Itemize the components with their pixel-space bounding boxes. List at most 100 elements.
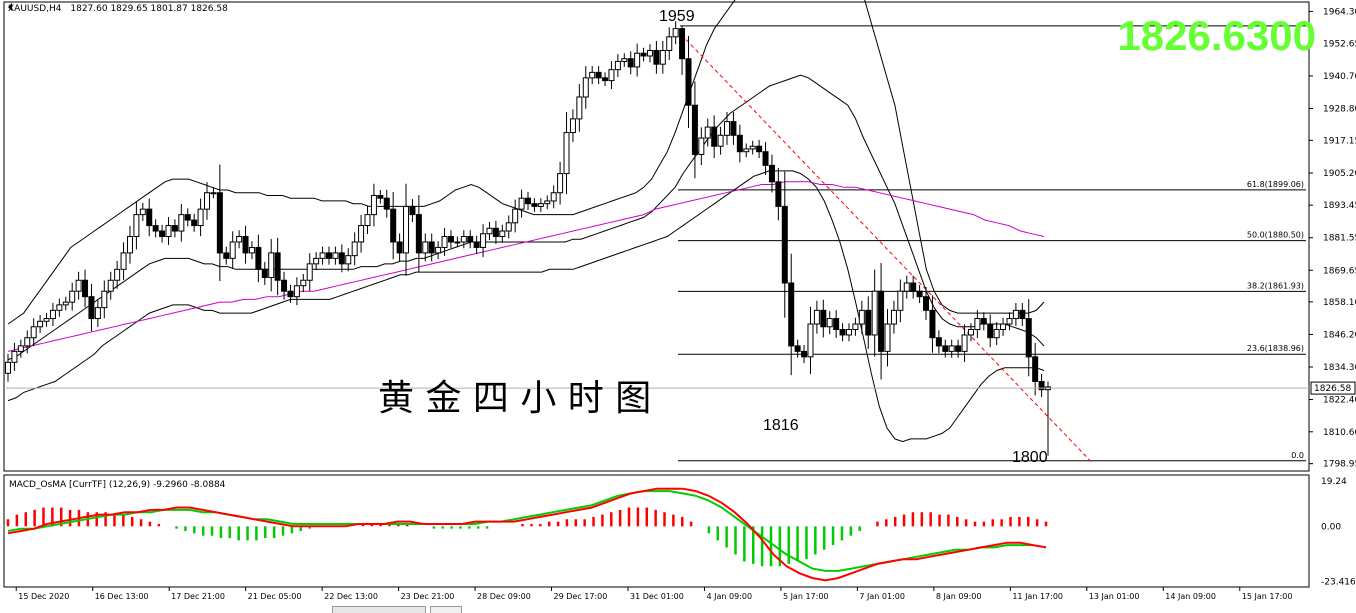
candle-body: [236, 236, 243, 243]
candle-body: [845, 329, 852, 336]
candle-body: [980, 318, 987, 325]
price-tick-label: 1810.60: [1323, 428, 1356, 438]
candle-body: [730, 121, 737, 136]
candle-body: [178, 214, 185, 232]
price-tick-label: 1822.40: [1323, 396, 1356, 406]
candle-body: [261, 268, 268, 279]
time-tick-label: 31 Dec 01:00: [630, 592, 684, 601]
candle-body: [319, 252, 326, 259]
candle-body: [120, 252, 127, 270]
candle-body: [948, 345, 955, 352]
candle-body: [139, 208, 146, 216]
candle-body: [634, 52, 641, 68]
time-tick-label: 13 Jan 01:00: [1089, 592, 1140, 601]
price-tick-label: 1893.45: [1323, 201, 1356, 211]
candle-body: [126, 236, 133, 254]
candle-body: [935, 337, 942, 347]
chart-symbol-label: XAUUSD,H4 1827.60 1829.65 1801.87 1826.5…: [8, 4, 228, 14]
candle-body: [993, 329, 1000, 339]
candle-body: [890, 309, 897, 325]
candle-body: [171, 225, 178, 232]
candle-body: [608, 69, 615, 82]
candle-body: [94, 307, 101, 320]
candle-body: [685, 58, 692, 106]
fib-label: 38.2(1861.93): [1247, 281, 1304, 290]
candle-body: [24, 337, 31, 347]
candle-body: [518, 197, 525, 210]
candle-body: [1025, 318, 1032, 358]
candle-body: [390, 208, 397, 243]
candle-body: [724, 121, 731, 136]
candle-body: [454, 241, 461, 244]
candle-body: [377, 194, 384, 199]
candle-body: [204, 192, 211, 210]
candle-body: [801, 350, 808, 358]
candle-body: [871, 290, 878, 336]
candle-body: [396, 241, 403, 254]
candle-body: [1006, 318, 1013, 325]
current-price-axis-label: 1826.58: [1314, 384, 1351, 394]
time-tick-label: 23 Dec 21:00: [401, 592, 455, 601]
candle-body: [499, 230, 506, 238]
chart-caption: 黄 金 四 小 时 图: [378, 378, 651, 419]
candle-body: [839, 329, 846, 336]
candle-body: [756, 145, 763, 153]
price-tick-label: 1834.30: [1323, 363, 1356, 373]
candle-body: [923, 296, 930, 311]
chart-tab-active[interactable]: [332, 606, 426, 613]
price-tick-label: 1964.30: [1323, 7, 1356, 17]
time-axis: 15 Dec 2020 16 Dec 13:00 17 Dec 21:00 21 De…: [15, 587, 1292, 601]
candle-body: [268, 252, 275, 279]
candle-body: [332, 252, 339, 259]
candle-body: [743, 148, 750, 153]
candle-body: [460, 236, 467, 243]
macd-label: MACD_OsMA [CurrTF] (12,26,9) -9.2960 -8.…: [9, 480, 226, 490]
collapse-arrow-icon[interactable]: [8, 3, 12, 11]
macd-signal-line: [7, 490, 1033, 572]
price-axis: 1964.30 1952.65 1940.70 1928.80 1917.15 1905.…: [6, 7, 1356, 470]
candle-body: [114, 268, 121, 281]
candle-body: [274, 252, 281, 281]
candle-body: [351, 241, 358, 257]
time-tick-label: 21 Dec 05:00: [248, 592, 302, 601]
candle-body: [300, 279, 307, 287]
candle-body: [248, 246, 255, 254]
candle-body: [942, 345, 949, 352]
candle-body: [865, 309, 872, 336]
candle-body: [788, 282, 795, 347]
candle-body: [467, 236, 474, 243]
candle-body: [1032, 356, 1039, 382]
candle-body: [576, 96, 583, 120]
candle-body: [88, 296, 95, 320]
candle-body: [223, 252, 230, 259]
candle-body: [358, 225, 365, 243]
candle-body: [281, 279, 288, 292]
candle-body: [627, 58, 634, 68]
candle-body: [447, 236, 454, 243]
candle-body: [614, 60, 621, 71]
candle-body: [595, 71, 602, 79]
candle-body: [807, 323, 814, 358]
candle-body: [813, 309, 820, 325]
candle-body: [878, 290, 885, 352]
candle-body: [679, 28, 686, 60]
candle-body: [916, 290, 923, 298]
candle-body: [910, 282, 917, 292]
candle-body: [557, 173, 564, 194]
candle-body: [287, 290, 294, 298]
candle-body: [486, 227, 493, 235]
time-tick-label: 5 Jan 17:00: [783, 592, 829, 601]
candle-body: [897, 290, 904, 311]
candle-body: [11, 350, 18, 363]
candle-body: [197, 208, 204, 227]
candle-body: [441, 236, 448, 248]
candle-body: [967, 329, 974, 336]
chart-tab-2[interactable]: [430, 606, 462, 613]
candle-body: [43, 318, 50, 322]
candle-body: [107, 279, 114, 292]
candle-body: [30, 326, 37, 339]
candle-body: [492, 227, 499, 237]
candle-body: [242, 236, 249, 254]
time-tick-label: 29 Dec 17:00: [554, 592, 608, 601]
